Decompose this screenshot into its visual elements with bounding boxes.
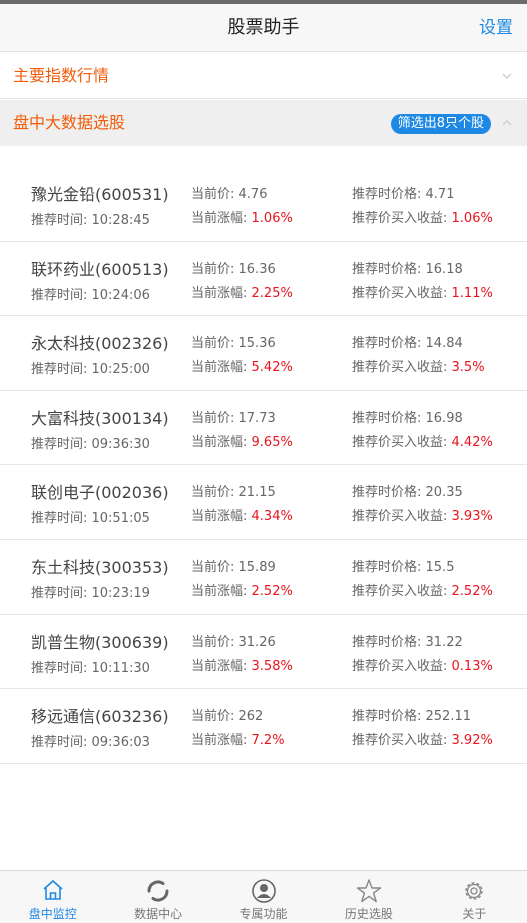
tab-about-label: 关于 bbox=[462, 907, 487, 921]
recommend-time: 推荐时间: 10:24:06 bbox=[31, 287, 150, 303]
current-change: 当前涨幅: 5.42% bbox=[191, 360, 293, 376]
section-bigdata-pick-label: 盘中大数据选股 bbox=[13, 113, 126, 132]
recommend-time: 推荐时间: 10:51:05 bbox=[31, 511, 150, 527]
star-icon bbox=[356, 879, 382, 903]
current-price: 当前价: 262 bbox=[191, 709, 264, 725]
tab-data-center[interactable]: 数据中心 bbox=[105, 871, 210, 923]
recommend-price: 推荐时价格: 252.11 bbox=[352, 709, 472, 725]
section-index-quotes[interactable]: 主要指数行情 bbox=[0, 53, 527, 99]
stock-name: 联创电子(002036) bbox=[31, 483, 169, 503]
user-icon bbox=[251, 879, 276, 903]
refresh-icon bbox=[147, 880, 169, 902]
current-price: 当前价: 15.36 bbox=[191, 336, 276, 352]
stock-row[interactable]: 联创电子(002036) 推荐时间: 10:51:05 当前价: 21.15 当… bbox=[0, 465, 527, 540]
buy-profit: 推荐价买入收益: 1.11% bbox=[352, 285, 493, 301]
tab-exclusive[interactable]: 专属功能 bbox=[211, 871, 316, 923]
page-title: 股票助手 bbox=[227, 17, 300, 38]
filter-count-badge: 筛选出8只个股 bbox=[390, 114, 491, 134]
section-bigdata-pick[interactable]: 盘中大数据选股 筛选出8只个股 bbox=[0, 100, 527, 146]
settings-button[interactable]: 设置 bbox=[479, 18, 513, 38]
current-change: 当前涨幅: 2.52% bbox=[191, 583, 293, 599]
current-change: 当前涨幅: 4.34% bbox=[191, 509, 293, 525]
stock-name: 永太科技(002326) bbox=[31, 334, 169, 354]
stock-name: 东土科技(300353) bbox=[31, 557, 169, 577]
stock-row[interactable]: 东土科技(300353) 推荐时间: 10:23:19 当前价: 15.89 当… bbox=[0, 540, 527, 615]
buy-profit: 推荐价买入收益: 3.92% bbox=[352, 733, 493, 749]
tab-data-center-label: 数据中心 bbox=[134, 907, 183, 921]
tab-about[interactable]: 关于 bbox=[422, 871, 527, 923]
chevron-down-icon bbox=[502, 73, 512, 79]
tab-history-label: 历史选股 bbox=[344, 907, 393, 921]
stock-row[interactable]: 凯普生物(300639) 推荐时间: 10:11:30 当前价: 31.26 当… bbox=[0, 615, 527, 690]
recommend-price: 推荐时价格: 14.84 bbox=[352, 336, 463, 352]
recommend-time: 推荐时间: 10:25:00 bbox=[31, 362, 150, 378]
tab-exclusive-label: 专属功能 bbox=[239, 907, 288, 921]
tab-monitor[interactable]: 盘中监控 bbox=[0, 871, 105, 923]
current-change: 当前涨幅: 2.25% bbox=[191, 285, 293, 301]
stock-name: 移远通信(603236) bbox=[31, 707, 169, 727]
current-change: 当前涨幅: 7.2% bbox=[191, 733, 285, 749]
recommend-price: 推荐时价格: 20.35 bbox=[352, 485, 463, 501]
tab-monitor-label: 盘中监控 bbox=[28, 907, 77, 921]
stock-name: 凯普生物(300639) bbox=[31, 632, 169, 652]
current-change: 当前涨幅: 9.65% bbox=[191, 434, 293, 450]
home-icon bbox=[43, 879, 63, 900]
stock-row[interactable]: 永太科技(002326) 推荐时间: 10:25:00 当前价: 15.36 当… bbox=[0, 316, 527, 391]
bottom-tab-bar: 盘中监控 数据中心 专属功能 历史选股 关于 bbox=[0, 870, 527, 923]
stock-name: 大富科技(300134) bbox=[31, 408, 169, 428]
stock-row[interactable]: 豫光金铅(600531) 推荐时间: 10:28:45 当前价: 4.76 当前… bbox=[0, 167, 527, 242]
current-price: 当前价: 16.36 bbox=[191, 261, 276, 277]
recommend-price: 推荐时价格: 16.98 bbox=[352, 410, 463, 426]
tab-history[interactable]: 历史选股 bbox=[316, 871, 421, 923]
current-price: 当前价: 17.73 bbox=[191, 410, 276, 426]
chevron-up-icon bbox=[502, 120, 512, 126]
stock-row[interactable]: 移远通信(603236) 推荐时间: 09:36:03 当前价: 262 当前涨… bbox=[0, 689, 527, 764]
gear-icon bbox=[465, 882, 484, 900]
recommend-price: 推荐时价格: 16.18 bbox=[352, 261, 463, 277]
current-price: 当前价: 31.26 bbox=[191, 634, 276, 650]
buy-profit: 推荐价买入收益: 1.06% bbox=[352, 211, 493, 226]
current-price: 当前价: 21.15 bbox=[191, 485, 276, 501]
stock-row[interactable]: 联环药业(600513) 推荐时间: 10:24:06 当前价: 16.36 当… bbox=[0, 242, 527, 317]
buy-profit: 推荐价买入收益: 3.5% bbox=[352, 360, 485, 376]
recommend-time: 推荐时间: 10:11:30 bbox=[31, 660, 150, 676]
current-change: 当前涨幅: 3.58% bbox=[191, 658, 293, 674]
current-price: 当前价: 15.89 bbox=[191, 559, 276, 575]
stock-list: 豫光金铅(600531) 推荐时间: 10:28:45 当前价: 4.76 当前… bbox=[0, 167, 527, 764]
buy-profit: 推荐价买入收益: 3.93% bbox=[352, 509, 493, 525]
recommend-time: 推荐时间: 10:28:45 bbox=[31, 213, 150, 228]
buy-profit: 推荐价买入收益: 2.52% bbox=[352, 583, 493, 599]
recommend-price: 推荐时价格: 4.71 bbox=[352, 187, 455, 202]
nav-bar: 股票助手 设置 bbox=[0, 4, 527, 52]
status-strip bbox=[0, 0, 527, 4]
buy-profit: 推荐价买入收益: 0.13% bbox=[352, 658, 493, 674]
current-change: 当前涨幅: 1.06% bbox=[191, 211, 293, 226]
recommend-price: 推荐时价格: 15.5 bbox=[352, 559, 455, 575]
stock-row[interactable]: 大富科技(300134) 推荐时间: 09:36:30 当前价: 17.73 当… bbox=[0, 391, 527, 466]
buy-profit: 推荐价买入收益: 4.42% bbox=[352, 434, 493, 450]
stock-name: 豫光金铅(600531) bbox=[31, 185, 169, 204]
recommend-time: 推荐时间: 09:36:30 bbox=[31, 436, 150, 452]
section-index-quotes-label: 主要指数行情 bbox=[13, 66, 110, 85]
recommend-time: 推荐时间: 10:23:19 bbox=[31, 585, 150, 601]
stock-name: 联环药业(600513) bbox=[31, 259, 169, 279]
recommend-time: 推荐时间: 09:36:03 bbox=[31, 735, 150, 751]
recommend-price: 推荐时价格: 31.22 bbox=[352, 634, 463, 650]
current-price: 当前价: 4.76 bbox=[191, 187, 268, 202]
